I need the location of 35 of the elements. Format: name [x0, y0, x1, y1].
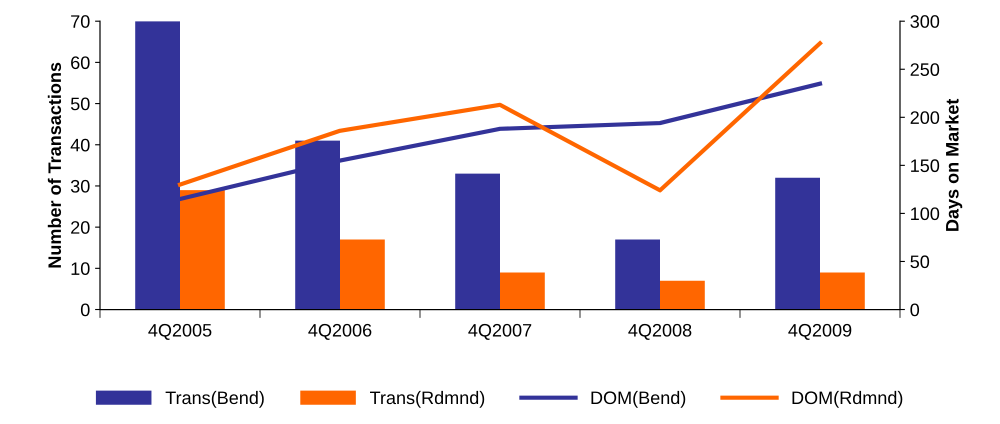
- y-tick-label: 30: [70, 180, 90, 193]
- y-tick-label: 0: [80, 303, 90, 316]
- legend-label: DOM(Rdmnd): [792, 390, 902, 408]
- x-tick-label: 4Q2006: [308, 324, 372, 340]
- x-tick-label: 4Q2008: [628, 324, 692, 340]
- y-tick-label: 10: [72, 262, 90, 276]
- line-series: [178, 41, 822, 192]
- y2-tick-label: 50: [910, 255, 930, 268]
- bar: [500, 272, 545, 310]
- y-tick-label: 50: [70, 98, 90, 110]
- legend-label: DOM(Bend): [591, 390, 686, 408]
- bar: [340, 240, 385, 310]
- y-tick-label: 70: [71, 15, 90, 28]
- y2-tick-label: 300: [910, 15, 940, 28]
- x-tick-label: 4Q2005: [148, 324, 212, 340]
- y2-tick-label: 100: [911, 207, 940, 220]
- x-tick-label: 4Q2007: [468, 324, 532, 340]
- legend-label: Trans(Rdmnd): [370, 390, 484, 408]
- bar: [615, 240, 660, 310]
- y-tick-label: 40: [70, 138, 90, 152]
- y-axis-title: Number of Transactions: [48, 62, 62, 268]
- y2-axis-title: Days on Market: [945, 98, 962, 231]
- bar: [455, 174, 500, 310]
- bar: [660, 280, 705, 310]
- y-tick-label: 20: [71, 221, 90, 234]
- y2-tick-label: 250: [910, 63, 940, 76]
- x-tick-label: 4Q2009: [788, 324, 852, 340]
- bar: [820, 272, 865, 310]
- bar: [775, 178, 820, 310]
- y2-tick-label: 0: [910, 303, 920, 316]
- y2-tick-label: 200: [910, 111, 940, 124]
- bar: [180, 190, 225, 310]
- y2-tick-label: 150: [911, 159, 940, 172]
- legend-label: Trans(Bend): [166, 390, 264, 408]
- y-tick-label: 60: [71, 56, 90, 70]
